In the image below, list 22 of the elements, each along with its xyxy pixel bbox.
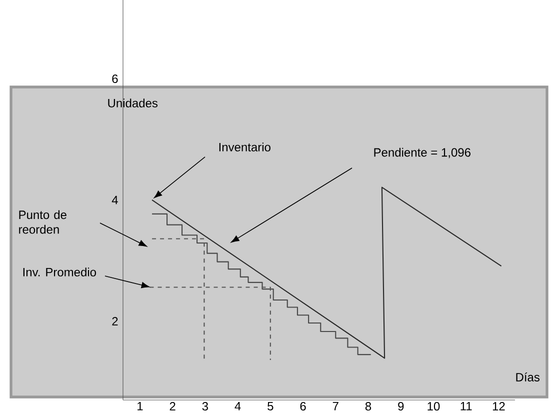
x-tick-label: 6	[300, 402, 306, 411]
x-tick-label: 1	[138, 402, 143, 410]
x-tick-label: 9	[398, 402, 404, 411]
x-tick-label: 8	[365, 402, 372, 411]
annotation: Pendiente = 1,096	[374, 148, 470, 158]
x-tick-label: 12	[492, 402, 505, 410]
x-tick-label: 2	[170, 402, 176, 410]
x-tick-label: 10	[428, 402, 440, 411]
x-tick-label: 5	[268, 402, 274, 410]
y-tick-label: 2	[112, 317, 118, 326]
y-tick-label: 4	[112, 196, 118, 204]
y-tick-label: 6	[112, 74, 118, 84]
x-tick-label: 11	[460, 402, 472, 410]
line-series	[151, 186, 502, 359]
y-axis-title: Unidades	[108, 98, 158, 108]
x-tick-label: 3	[202, 402, 208, 411]
x-tick-label: 4	[234, 402, 241, 410]
annotation: Inv. Promedio	[23, 268, 96, 276]
x-tick-label: 7	[332, 402, 338, 410]
annotation: Inventario	[219, 142, 270, 152]
x-axis-title: Días	[516, 372, 540, 382]
text: Punto de reorden	[19, 210, 66, 234]
